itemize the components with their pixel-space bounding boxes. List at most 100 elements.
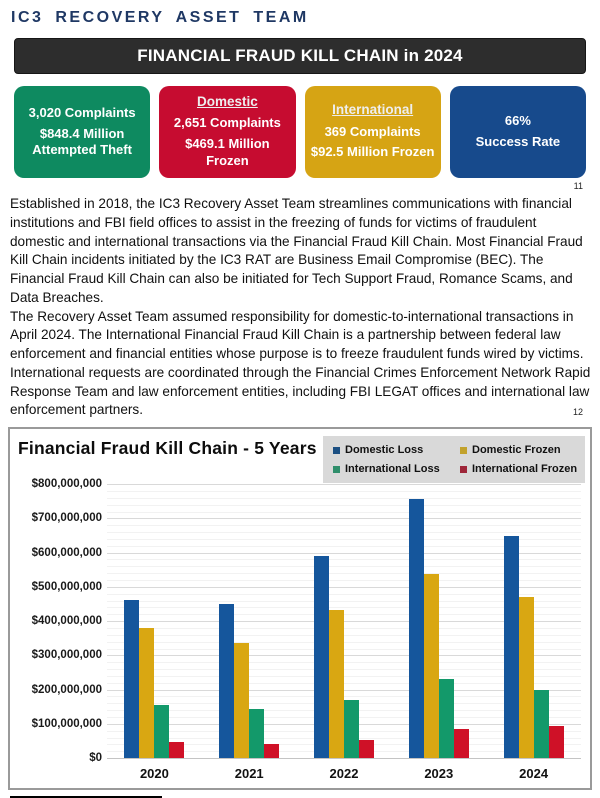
stat-international-complaints: 369 Complaints: [324, 123, 421, 139]
gridline: [107, 573, 581, 575]
stat-boxes-row: 3,020 Complaints $848.4 Million Attempte…: [14, 86, 586, 179]
gridline: [107, 696, 581, 698]
stat-box-success-rate: 66% Success Rate: [449, 86, 586, 179]
y-tick-label: $600,000,000: [31, 546, 102, 559]
stat-attempted-theft: $848.4 Million Attempted Theft: [32, 125, 132, 158]
legend-label: International Loss: [345, 463, 440, 476]
gridline: [107, 655, 581, 657]
y-tick-label: $0: [89, 752, 102, 765]
y-tick-label: $800,000,000: [31, 478, 102, 491]
bar-group-2021: [202, 604, 297, 759]
bar-domestic-loss-2021: [219, 604, 235, 759]
stat-domestic-complaints: 2,651 Complaints: [173, 115, 281, 131]
gridline: [107, 559, 581, 561]
gridline: [107, 689, 581, 691]
bar-international-loss-2020: [154, 704, 170, 759]
x-axis-label-2023: 2023: [424, 766, 454, 782]
plot-area: 2020 2021 2022 2023 2024: [107, 484, 581, 781]
legend-swatch-icon: [460, 465, 467, 473]
paragraph-2: The Recovery Asset Team assumed responsi…: [10, 308, 591, 418]
gridline: [107, 600, 581, 602]
legend-label: Domestic Frozen: [472, 444, 561, 457]
legend-swatch-icon: [333, 465, 340, 473]
legend-label: Domestic Loss: [345, 444, 424, 457]
gridline: [107, 641, 581, 643]
stat-international-frozen: $92.5 Million Frozen: [310, 144, 435, 160]
gridline: [107, 497, 581, 499]
x-axis-label-2021: 2021: [234, 766, 264, 782]
gridline: [107, 511, 581, 513]
gridline: [107, 614, 581, 616]
bar-international-frozen-2024: [548, 726, 564, 759]
gridline: [107, 621, 581, 623]
stat-box-international: International 369 Complaints $92.5 Milli…: [304, 86, 441, 179]
x-axis-label-2024: 2024: [519, 766, 549, 782]
page-title: IC3 RECOVERY ASSET TEAM: [11, 9, 309, 26]
gridline: [107, 545, 581, 547]
bar-group-2024: [486, 535, 581, 759]
y-tick-label: $100,000,000: [31, 717, 102, 730]
footnote-marker-12: 12: [572, 407, 583, 418]
bar-international-loss-2024: [533, 690, 549, 759]
gridline: [107, 586, 581, 588]
gridline: [107, 504, 581, 506]
gridline: [107, 525, 581, 527]
stat-international-header: International: [332, 102, 414, 118]
gridline: [107, 532, 581, 534]
bar-domestic-loss-2022: [313, 556, 329, 759]
stat-domestic-frozen: $469.1 Million Frozen: [185, 135, 270, 168]
y-tick-label: $200,000,000: [31, 683, 102, 696]
x-axis-label-2020: 2020: [139, 766, 169, 782]
bar-international-loss-2021: [249, 709, 265, 759]
y-tick-label: $700,000,000: [31, 512, 102, 525]
gridline: [107, 669, 581, 671]
gridline: [107, 682, 581, 684]
gridline: [107, 538, 581, 540]
gridline: [107, 580, 581, 582]
bar-group-2022: [297, 556, 392, 759]
gridline: [107, 552, 581, 554]
fraud-kill-chain-chart: Financial Fraud Kill Chain - 5 Years Dom…: [8, 427, 592, 791]
stat-total-complaints: 3,020 Complaints: [28, 105, 136, 121]
legend-item-international-loss: International Loss: [333, 463, 452, 475]
stat-box-domestic: Domestic 2,651 Complaints $469.1 Million…: [159, 86, 296, 179]
bar-international-frozen-2020: [169, 741, 185, 759]
bar-domestic-loss-2024: [503, 535, 519, 759]
bar-international-loss-2022: [343, 699, 359, 759]
gridline: [107, 593, 581, 595]
chart-legend: Domestic Loss Domestic Frozen Internationa…: [323, 436, 585, 484]
bar-domestic-frozen-2022: [328, 609, 344, 759]
bar-group-2023: [391, 498, 486, 759]
stat-success-rate-label: Success Rate: [475, 134, 561, 150]
bar-international-frozen-2021: [264, 744, 280, 759]
kill-chain-banner-text: FINANCIAL FRAUD KILL CHAIN in 2024: [137, 46, 463, 65]
y-axis-labels: $0 $100,000,000 $200,000,000 $300,000,000 $4…: [16, 478, 102, 764]
gridline: [107, 607, 581, 609]
legend-item-domestic-frozen: Domestic Frozen: [460, 444, 579, 456]
legend-item-international-frozen: International Frozen: [460, 463, 579, 475]
bar-group-2020: [107, 599, 202, 759]
chart-title: Financial Fraud Kill Chain - 5 Years: [18, 438, 317, 459]
kill-chain-banner: FINANCIAL FRAUD KILL CHAIN in 2024: [14, 38, 586, 74]
stat-box-total-complaints: 3,020 Complaints $848.4 Million Attempte…: [14, 86, 151, 179]
footnote-marker-11: 11: [573, 181, 583, 192]
bar-international-loss-2023: [438, 678, 454, 759]
x-axis-label-2022: 2022: [329, 766, 359, 782]
y-tick-label: $400,000,000: [31, 615, 102, 628]
bar-domestic-frozen-2023: [423, 573, 439, 759]
gridline: [107, 648, 581, 650]
legend-item-domestic-loss: Domestic Loss: [333, 444, 452, 456]
gridline: [107, 566, 581, 568]
gridline: [107, 627, 581, 629]
gridline: [107, 675, 581, 677]
y-tick-label: $300,000,000: [31, 649, 102, 662]
bar-international-frozen-2022: [358, 739, 374, 759]
bar-international-frozen-2023: [453, 729, 469, 759]
gridline: [107, 490, 581, 492]
bar-domestic-loss-2023: [408, 498, 424, 759]
gridline: [107, 484, 581, 486]
x-axis-line: [107, 758, 581, 760]
legend-swatch-icon: [460, 446, 467, 454]
bar-domestic-frozen-2021: [234, 642, 250, 759]
bar-domestic-frozen-2020: [139, 628, 155, 759]
